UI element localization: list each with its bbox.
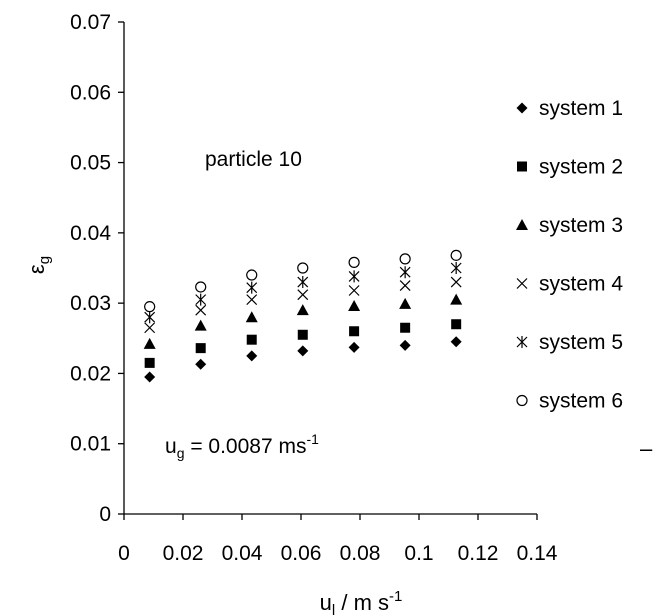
y-axis-label-sub: g <box>36 256 53 264</box>
y-tick-label: 0.06 <box>70 81 111 104</box>
y-axis-label-main: ε <box>24 264 49 274</box>
data-point-series-2 <box>144 357 155 368</box>
data-point-series-3 <box>399 297 412 309</box>
particle-annotation: particle 10 <box>205 148 302 171</box>
ug-annotation: ug = 0.0087 ms-1 <box>165 431 319 461</box>
legend: system 1 system 2 system 3 system 4 system 5… <box>516 97 623 413</box>
data-point-series-4 <box>297 289 309 301</box>
legend-label: system 1 <box>539 97 623 120</box>
legend-label: system 2 <box>539 156 623 179</box>
data-point-series-5 <box>297 276 309 289</box>
x-tick-label: 0.14 <box>517 542 558 565</box>
data-point-series-3 <box>348 299 361 311</box>
x-axis-label-rest: / m s <box>335 590 389 615</box>
data-point-series-6 <box>246 269 258 281</box>
legend-label: system 5 <box>539 331 623 354</box>
data-point-series-5 <box>144 311 156 324</box>
legend-label: system 6 <box>539 390 623 413</box>
data-point-series-6 <box>297 262 309 274</box>
data-point-series-4 <box>246 294 258 306</box>
legend-marker-5 <box>516 336 528 348</box>
y-tick-label: 0.04 <box>70 222 111 245</box>
legend-label: system 3 <box>539 214 623 237</box>
data-point-series-1 <box>348 341 360 353</box>
data-point-series-4 <box>399 280 411 291</box>
x-axis-label-sub: l <box>332 602 335 616</box>
y-tick-label: 0.01 <box>70 433 111 456</box>
data-point-series-2 <box>195 343 206 354</box>
y-tick-label: 0 <box>99 503 111 526</box>
data-point-series-6 <box>399 253 411 265</box>
x-axis-label: ul / m s-1 <box>320 588 403 616</box>
ug-annotation-rest: = 0.0087 ms <box>184 435 306 458</box>
data-point-series-1 <box>399 339 411 351</box>
data-point-series-3 <box>450 293 463 305</box>
x-tick-label: 0.04 <box>222 542 263 565</box>
data-point-series-5 <box>348 270 360 283</box>
data-point-series-5 <box>450 262 462 274</box>
y-tick-label: 0.03 <box>70 292 111 315</box>
y-tick-label: 0.02 <box>70 362 111 385</box>
data-point-series-5 <box>195 293 207 306</box>
data-point-series-6 <box>144 301 156 313</box>
data-point-series-3 <box>143 337 156 349</box>
x-axis-label-main: u <box>320 590 332 615</box>
data-point-series-5 <box>399 266 411 279</box>
y-ticks: 0 0.01 0.02 0.03 0.04 0.05 0.06 0.07 <box>70 11 124 526</box>
data-point-series-4 <box>348 285 360 296</box>
data-point-series-1 <box>195 358 207 370</box>
legend-marker-2 <box>517 161 527 172</box>
y-tick-label: 0.05 <box>70 152 111 175</box>
ug-annotation-sup: -1 <box>306 431 319 447</box>
data-point-series-3 <box>245 311 258 323</box>
data-point-series-2 <box>400 322 411 333</box>
x-tick-label: 0.02 <box>163 542 204 565</box>
ug-annotation-sub: g <box>177 445 185 461</box>
x-tick-label: 0.06 <box>281 542 322 565</box>
y-axis-label: εg <box>24 256 53 274</box>
data-point-series-3 <box>194 319 207 331</box>
data-point-series-4 <box>450 276 462 288</box>
data-point-series-1 <box>144 371 156 383</box>
data-point-series-1 <box>246 350 258 362</box>
legend-marker-4 <box>516 278 528 289</box>
x-axis-label-sup: -1 <box>389 588 402 605</box>
data-point-series-4 <box>144 322 156 334</box>
data-point-series-6 <box>348 256 360 268</box>
data-points <box>143 249 463 383</box>
legend-marker-6 <box>516 394 528 407</box>
data-point-series-5 <box>246 281 258 294</box>
y-tick-label: 0.07 <box>70 11 111 34</box>
axes <box>123 22 537 515</box>
data-point-series-1 <box>450 336 462 348</box>
x-tick-label: 0.12 <box>458 542 499 565</box>
legend-label: system 4 <box>539 273 623 296</box>
x-tick-label: 0 <box>118 542 130 565</box>
data-point-series-2 <box>349 326 360 337</box>
data-point-series-6 <box>195 281 207 293</box>
x-ticks: 0 0.02 0.04 0.06 0.08 0.1 0.12 0.14 <box>118 514 558 565</box>
data-point-series-2 <box>297 329 308 340</box>
data-point-series-4 <box>195 304 207 316</box>
data-point-series-1 <box>297 345 309 357</box>
legend-trailing-mark: – <box>640 436 653 461</box>
data-point-series-6 <box>450 249 462 261</box>
data-point-series-2 <box>246 334 257 345</box>
ug-annotation-main: u <box>165 435 177 458</box>
data-point-series-2 <box>451 319 462 330</box>
legend-marker-1 <box>516 102 528 114</box>
x-tick-label: 0.08 <box>340 542 381 565</box>
data-point-series-3 <box>296 304 309 316</box>
x-tick-label: 0.1 <box>404 542 433 565</box>
legend-marker-3 <box>516 219 528 230</box>
